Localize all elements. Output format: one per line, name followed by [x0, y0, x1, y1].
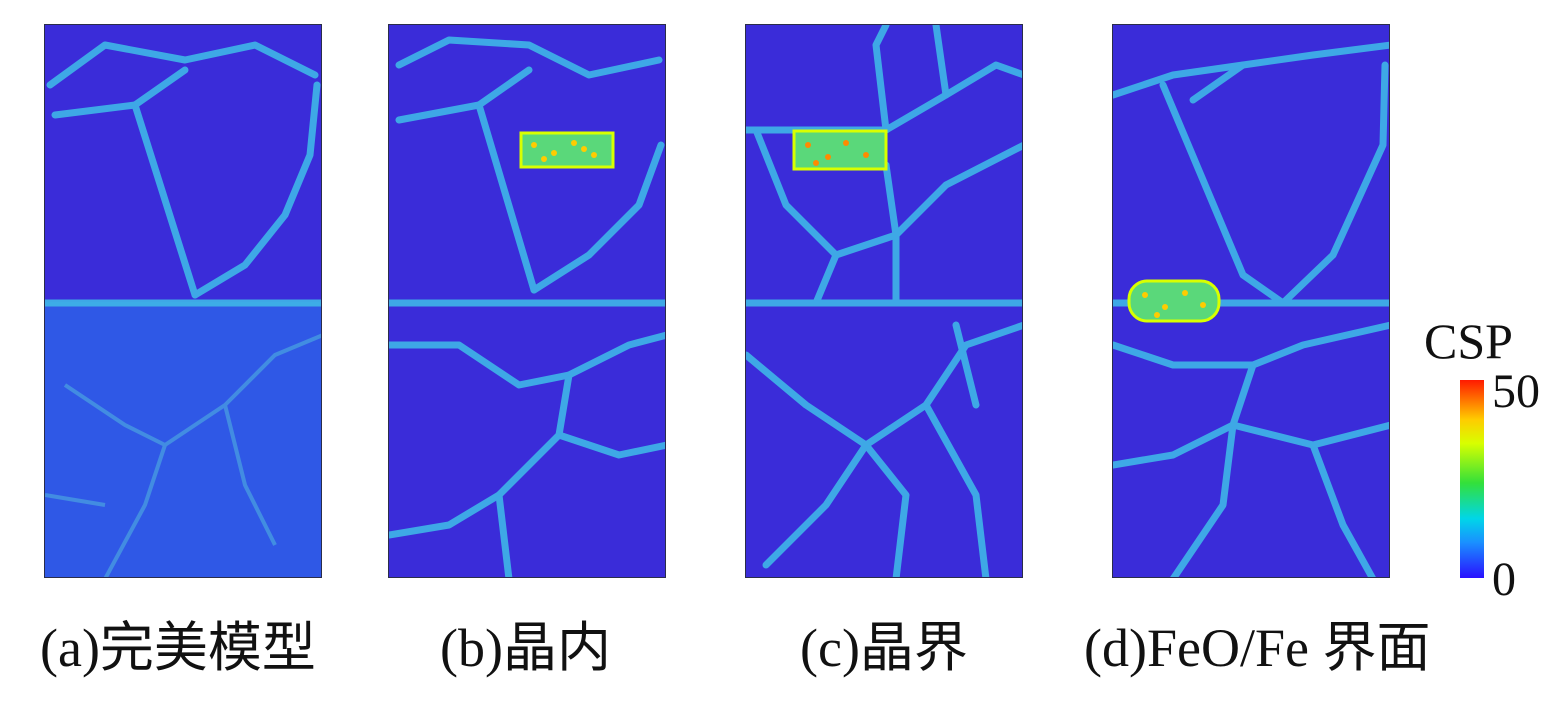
colorbar-max-label: 50: [1492, 365, 1540, 418]
panel-interface: [1112, 24, 1390, 578]
simulation-image-a: [45, 25, 321, 577]
colorbar-min-label: 0: [1492, 553, 1516, 606]
simulation-image-d: [1113, 25, 1389, 577]
simulation-image-c: [746, 25, 1022, 577]
caption-a: (a)完美模型: [40, 618, 316, 678]
caption-b: (b)晶内: [440, 618, 611, 678]
panel-grain-interior: [388, 24, 666, 578]
simulation-image-b: [389, 25, 665, 577]
colorbar: [1460, 380, 1484, 578]
caption-c: (c)晶界: [800, 618, 968, 678]
panel-perfect-model: [44, 24, 322, 578]
panel-grain-boundary: [745, 24, 1023, 578]
colorbar-title: CSP: [1424, 313, 1513, 369]
caption-d: (d)FeO/Fe 界面: [1084, 618, 1431, 678]
